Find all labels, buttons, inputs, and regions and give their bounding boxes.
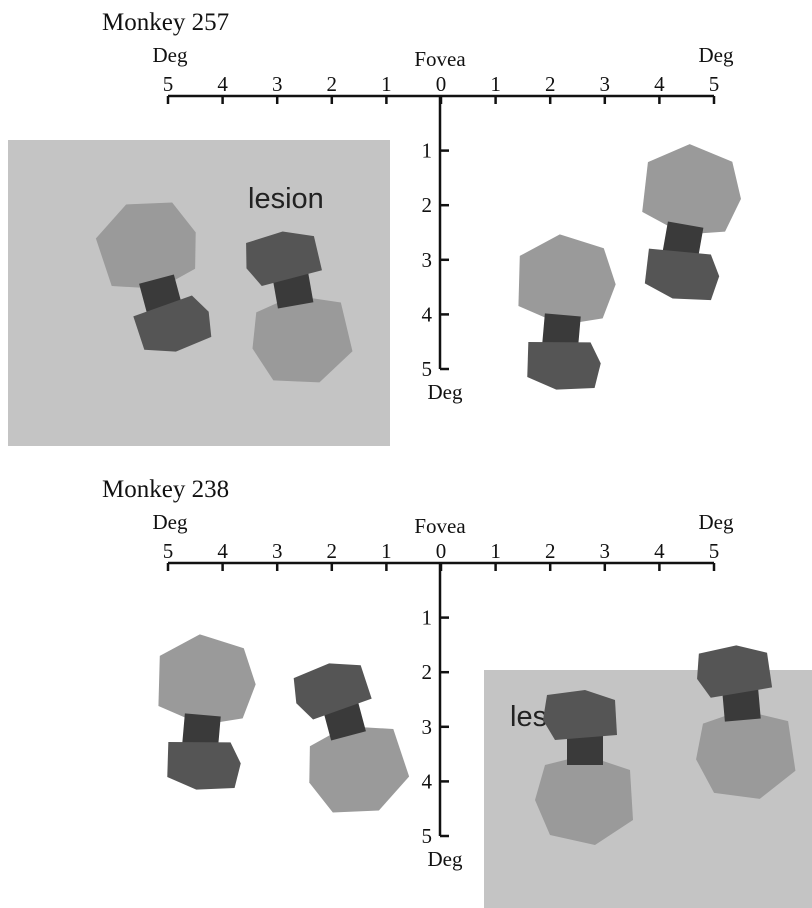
panel-title: Monkey 257	[102, 9, 229, 36]
x-tick-label: 5	[709, 72, 720, 96]
x-tick-label: 4	[217, 539, 228, 563]
center-label: Fovea	[414, 47, 466, 71]
x-tick-label: 1	[381, 72, 392, 96]
y-tick-label: 3	[422, 715, 433, 739]
object-base	[524, 337, 602, 393]
x-tick-label: 4	[654, 539, 665, 563]
y-tick-label: 1	[422, 139, 433, 163]
panel-title: Monkey 238	[102, 476, 229, 503]
shape-object	[508, 231, 619, 394]
lesion-area	[8, 140, 390, 446]
y-unit: Deg	[428, 380, 463, 404]
x-tick-label: 5	[163, 539, 174, 563]
y-tick-label: 4	[422, 302, 433, 326]
lesion-label: lesion	[248, 183, 324, 215]
shape-object	[625, 138, 748, 308]
x-tick-label: 3	[600, 539, 611, 563]
x-tick-label: 1	[381, 539, 392, 563]
y-tick-label: 5	[422, 357, 433, 381]
y-tick-label: 3	[422, 248, 433, 272]
x-tick-label: 5	[163, 72, 174, 96]
y-tick-label: 1	[422, 606, 433, 630]
x-tick-label: 1	[490, 72, 501, 96]
x-tick-label: 4	[217, 72, 228, 96]
y-tick-label: 2	[422, 660, 433, 684]
object-base	[164, 737, 242, 793]
x-tick-label: 2	[327, 539, 338, 563]
x-tick-label: 2	[327, 72, 338, 96]
x-tick-label: 5	[709, 539, 720, 563]
x-tick-label: 0	[436, 539, 447, 563]
x-tick-label: 0	[436, 72, 447, 96]
x-tick-label: 2	[545, 72, 556, 96]
y-unit: Deg	[428, 847, 463, 871]
right-unit: Deg	[699, 510, 734, 534]
shape-object	[281, 651, 416, 826]
x-tick-label: 1	[490, 539, 501, 563]
y-tick-label: 5	[422, 824, 433, 848]
right-unit: Deg	[699, 43, 734, 67]
left-unit: Deg	[153, 43, 188, 67]
x-tick-label: 4	[654, 72, 665, 96]
y-tick-label: 4	[422, 769, 433, 793]
object-base	[543, 690, 617, 740]
figure: lesionMonkey 257DegFoveaDeg5432101234512…	[0, 0, 812, 908]
object-head	[514, 231, 619, 329]
x-tick-label: 2	[545, 539, 556, 563]
object-head	[154, 631, 259, 729]
shape-object	[148, 631, 259, 794]
y-tick-label: 2	[422, 193, 433, 217]
center-label: Fovea	[414, 514, 466, 538]
left-unit: Deg	[153, 510, 188, 534]
object-base	[641, 244, 723, 306]
x-tick-label: 3	[600, 72, 611, 96]
x-tick-label: 3	[272, 539, 283, 563]
x-tick-label: 3	[272, 72, 283, 96]
